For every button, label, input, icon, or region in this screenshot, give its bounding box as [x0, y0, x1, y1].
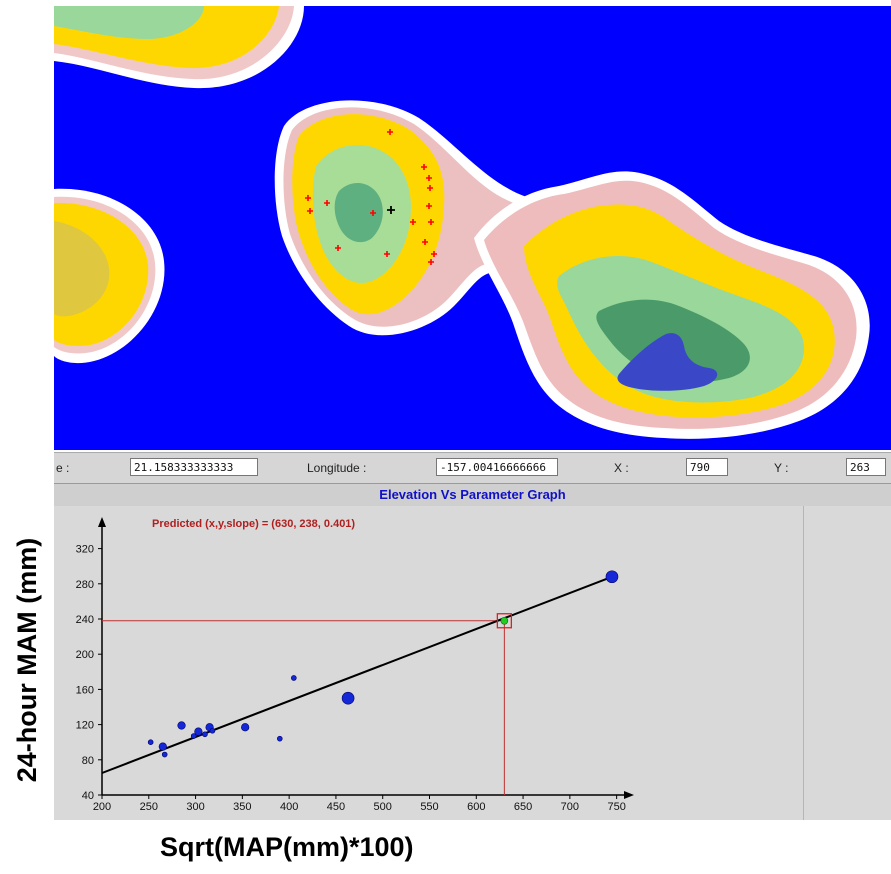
x-tick-label: 450: [327, 801, 345, 813]
x-axis-arrow-icon: [624, 791, 634, 799]
data-point[interactable]: [209, 727, 216, 734]
predicted-point[interactable]: [500, 616, 509, 625]
panel-divider: [803, 506, 804, 820]
y-field[interactable]: 263: [846, 458, 886, 476]
data-point[interactable]: [158, 742, 167, 751]
y-tick-label: 200: [76, 649, 94, 661]
y-tick-label: 120: [76, 720, 94, 732]
data-point[interactable]: [276, 735, 283, 742]
graph-title: Elevation Vs Parameter Graph: [379, 487, 566, 502]
island-top-left: [54, 6, 304, 89]
x-tick-label: 400: [280, 801, 298, 813]
regression-fit-line: [101, 575, 613, 774]
y-tick-label: 80: [82, 755, 94, 767]
coordinate-bar: e : 21.158333333333 Longitude : -157.004…: [54, 452, 891, 483]
y-axis-arrow-icon: [98, 517, 106, 527]
x-tick-label: 350: [233, 801, 251, 813]
x-field[interactable]: 790: [686, 458, 728, 476]
y-tick-label: 280: [76, 579, 94, 591]
longitude-label: Longitude :: [307, 461, 367, 475]
graph-panel: Predicted (x,y,slope) = (630, 238, 0.401…: [54, 506, 891, 820]
x-tick-label: 500: [374, 801, 392, 813]
y-label: Y :: [774, 461, 789, 475]
x-tick-label: 600: [467, 801, 485, 813]
x-tick-label: 300: [186, 801, 204, 813]
x-tick-label: 550: [420, 801, 438, 813]
data-point[interactable]: [241, 723, 250, 732]
x-tick-label: 650: [514, 801, 532, 813]
y-tick-label: 40: [82, 790, 94, 802]
island-right: [474, 171, 870, 439]
scatter-chart[interactable]: Predicted (x,y,slope) = (630, 238, 0.401…: [54, 506, 891, 820]
data-point[interactable]: [194, 727, 203, 736]
longitude-field[interactable]: -157.00416666666: [436, 458, 558, 476]
x-tick-label: 750: [607, 801, 625, 813]
data-point[interactable]: [161, 751, 168, 758]
y-axis-label-wrapper: 24-hour MAM (mm): [2, 510, 46, 810]
latitude-field[interactable]: 21.158333333333: [130, 458, 258, 476]
station-markers: [305, 129, 437, 265]
selected-location-marker-icon: [387, 206, 395, 214]
data-point[interactable]: [190, 733, 197, 739]
y-tick-label: 320: [76, 544, 94, 556]
data-point[interactable]: [202, 731, 208, 738]
data-point[interactable]: [291, 675, 297, 681]
data-point[interactable]: [605, 570, 619, 584]
x-tick-label: 250: [140, 801, 158, 813]
x-label: X :: [614, 461, 629, 475]
data-point[interactable]: [177, 721, 186, 730]
graph-title-bar: Elevation Vs Parameter Graph: [54, 483, 891, 507]
elevation-map[interactable]: [54, 6, 891, 450]
x-tick-label: 200: [93, 801, 111, 813]
x-axis-label: Sqrt(MAP(mm)*100): [160, 832, 414, 862]
predicted-point-box: [496, 613, 513, 629]
island-elevation-shapes: [54, 6, 870, 439]
y-tick-label: 240: [76, 614, 94, 626]
x-tick-label: 700: [561, 801, 579, 813]
predicted-annotation: Predicted (x,y,slope) = (630, 238, 0.401…: [152, 518, 355, 530]
data-point[interactable]: [147, 739, 154, 745]
island-left: [54, 188, 165, 364]
island-center: [274, 100, 558, 336]
y-axis-label: 24-hour MAM (mm): [12, 538, 42, 783]
y-tick-label: 160: [76, 684, 94, 696]
data-point[interactable]: [341, 691, 355, 705]
latitude-label: e :: [56, 461, 70, 475]
